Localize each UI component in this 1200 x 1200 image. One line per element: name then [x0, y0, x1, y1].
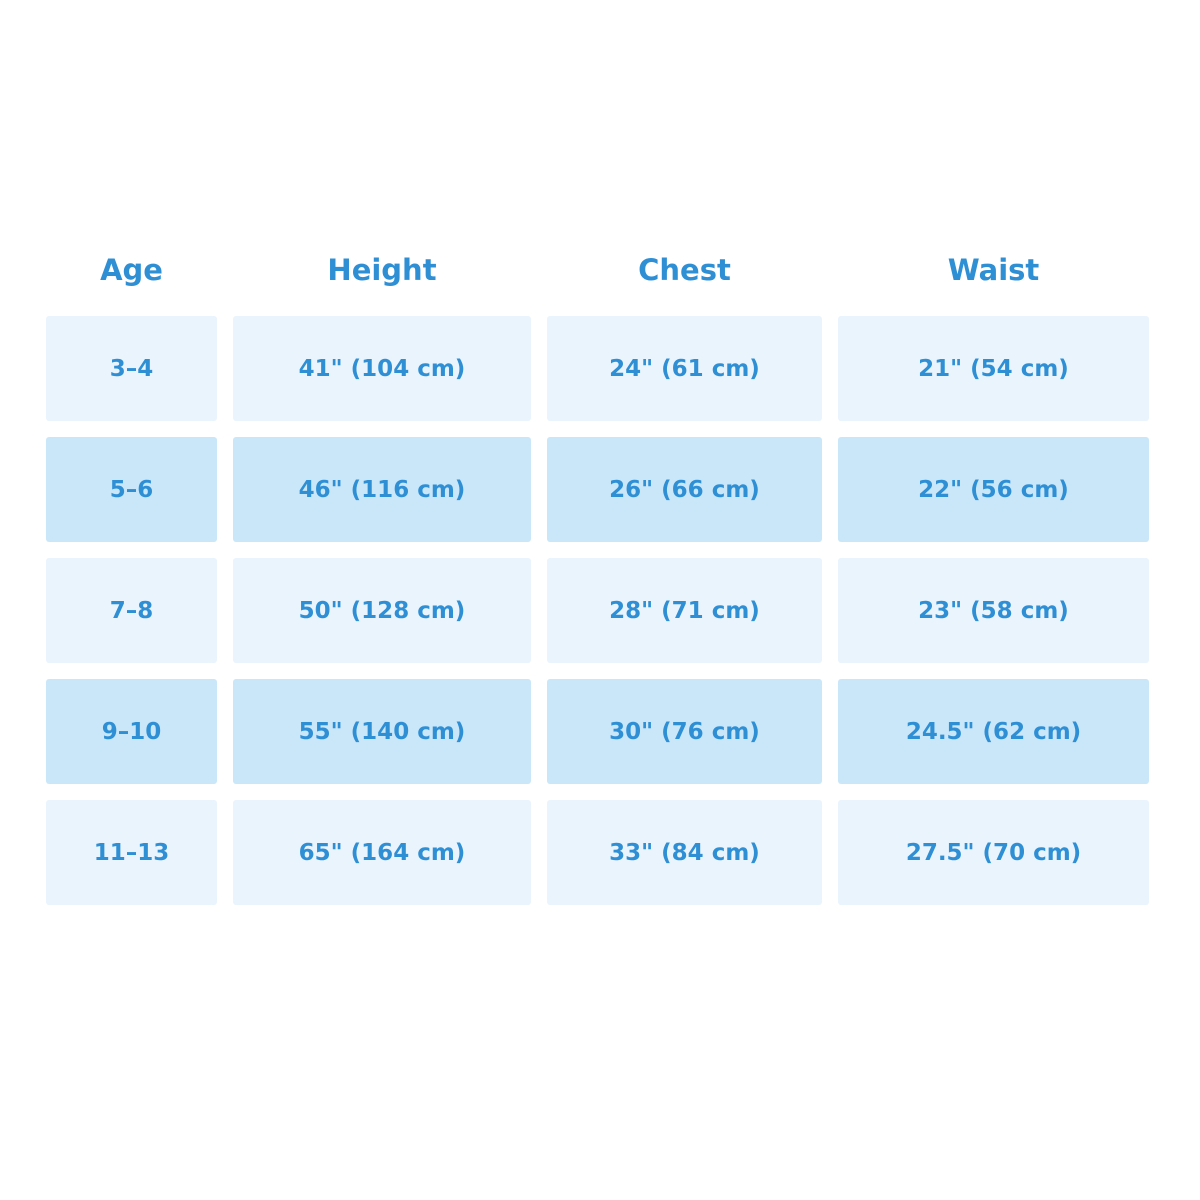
- cell-height: 41" (104 cm): [233, 316, 531, 421]
- cell-height: 46" (116 cm): [233, 437, 531, 542]
- cell-age: 5–6: [46, 437, 217, 542]
- cell-chest: 33" (84 cm): [547, 800, 822, 905]
- cell-chest: 28" (71 cm): [547, 558, 822, 663]
- cell-height: 55" (140 cm): [233, 679, 531, 784]
- cell-chest: 26" (66 cm): [547, 437, 822, 542]
- cell-waist: 27.5" (70 cm): [838, 800, 1149, 905]
- cell-waist: 21" (54 cm): [838, 316, 1149, 421]
- size-chart-table: Age Height Chest Waist 3–4 41" (104 cm) …: [46, 240, 1149, 905]
- cell-chest: 30" (76 cm): [547, 679, 822, 784]
- cell-chest: 24" (61 cm): [547, 316, 822, 421]
- header-chest: Chest: [638, 253, 731, 287]
- cell-age: 3–4: [46, 316, 217, 421]
- header-height: Height: [327, 253, 437, 287]
- cell-age: 7–8: [46, 558, 217, 663]
- header-waist: Waist: [947, 253, 1040, 287]
- cell-height: 50" (128 cm): [233, 558, 531, 663]
- cell-age: 11–13: [46, 800, 217, 905]
- cell-waist: 23" (58 cm): [838, 558, 1149, 663]
- cell-height: 65" (164 cm): [233, 800, 531, 905]
- cell-age: 9–10: [46, 679, 217, 784]
- cell-waist: 24.5" (62 cm): [838, 679, 1149, 784]
- header-age: Age: [100, 253, 163, 287]
- cell-waist: 22" (56 cm): [838, 437, 1149, 542]
